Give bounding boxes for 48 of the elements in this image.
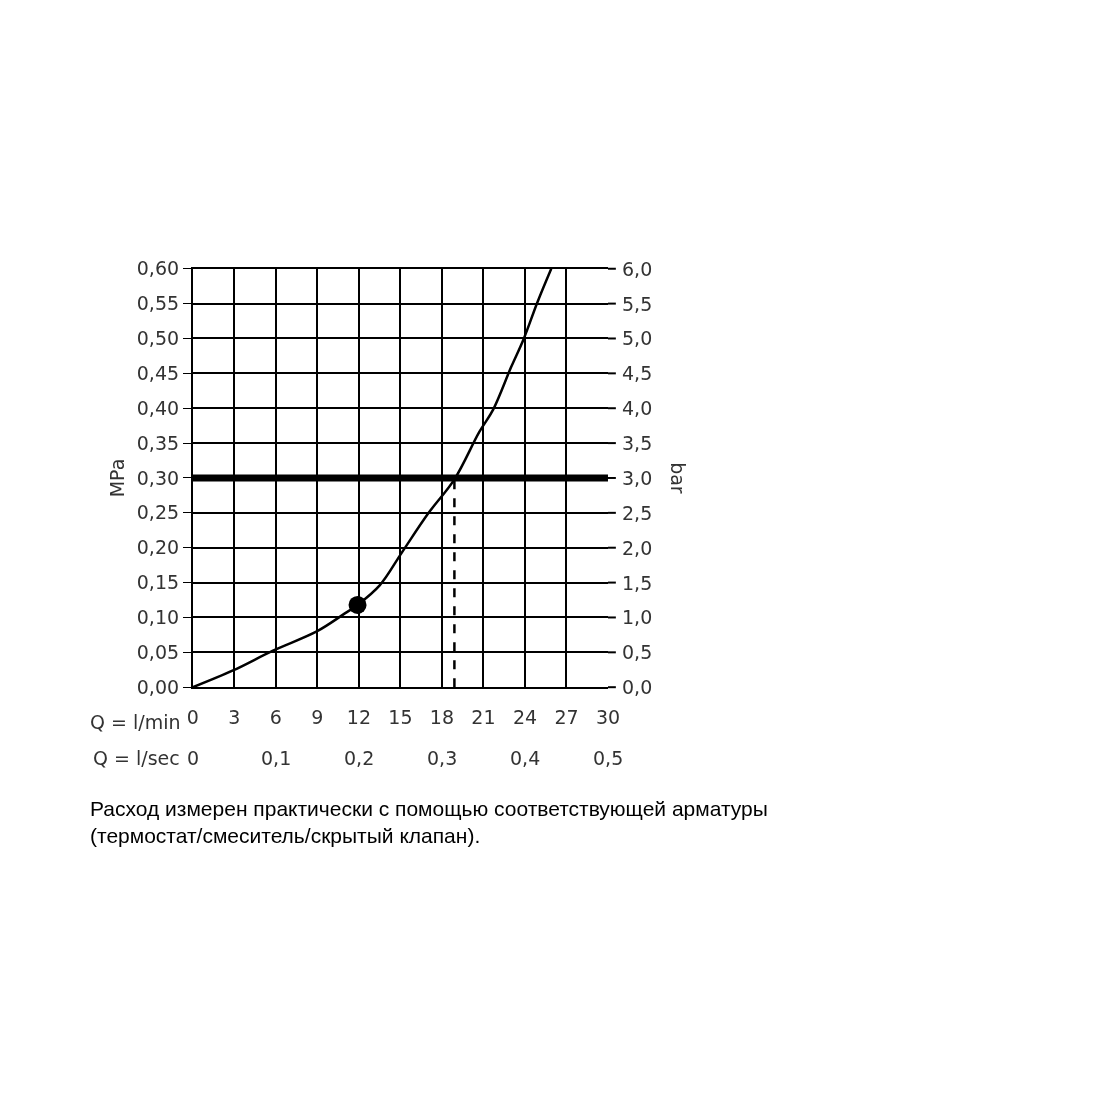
y2-tick-label: 4,0 <box>622 397 653 419</box>
y-tick-label: 0,05 <box>136 640 180 663</box>
x2-tick-label: 0,4 <box>510 747 541 769</box>
y2-tick-label: 6,0 <box>622 258 653 280</box>
x-tick-label: 30 <box>595 706 621 728</box>
y-tick-label: 0,15 <box>136 571 180 594</box>
y-tick-label: 0,60 <box>136 257 180 280</box>
x-tick-label: 27 <box>554 706 579 728</box>
x-tick-label: 15 <box>388 706 413 728</box>
y2-tick-label: 3,5 <box>622 432 653 454</box>
x2-tick-label: 0,1 <box>261 747 292 769</box>
y2-tick-label: 3,0 <box>622 467 653 489</box>
y-tick-label: 0,30 <box>136 466 180 489</box>
y-axis-title: MPa <box>106 458 129 498</box>
y-tick-label: 0,45 <box>136 362 180 385</box>
text: Расход измерен практически с помощью соответствующей арматуры (термостат/смеситель/скрытый клапан). <box>90 797 768 848</box>
x2-axis-title: Q = l/sec <box>93 747 180 769</box>
y2-tick-label: 5,5 <box>622 293 653 315</box>
x-tick-label: 21 <box>471 706 496 728</box>
x2-tick-label: 0,3 <box>427 747 458 769</box>
y2-tick-label: 0,5 <box>622 641 653 663</box>
x-tick-label: 18 <box>429 706 455 728</box>
y-tick-label: 0,35 <box>136 431 180 454</box>
x2-tick-label: 0,2 <box>344 747 375 769</box>
y-tick-label: 0,10 <box>136 606 180 629</box>
y-tick-label: 0,50 <box>136 327 180 350</box>
y2-tick-label: 0,0 <box>622 676 653 698</box>
y2-tick-label: 2,0 <box>622 537 653 559</box>
y2-tick-label: 1,5 <box>622 572 653 594</box>
x-tick-label: 6 <box>269 706 282 728</box>
y2-tick-label: 5,0 <box>622 327 653 349</box>
x-tick-label: 24 <box>512 706 538 728</box>
x2-tick-label: 0,5 <box>593 747 624 769</box>
y-tick-label: 0,20 <box>136 536 180 559</box>
y2-tick-label: 4,5 <box>622 362 653 384</box>
x-tick-label: 12 <box>346 706 372 728</box>
x-tick-label: 0 <box>186 706 199 728</box>
y-tick-label: 0,55 <box>136 292 180 315</box>
y-tick-label: 0,00 <box>136 675 180 698</box>
y-tick-label: 0,40 <box>136 396 180 419</box>
y2-tick-label: 2,5 <box>622 502 653 524</box>
x-tick-label: 9 <box>311 706 324 728</box>
x-axis-title: Q = l/min <box>90 711 181 733</box>
y2-tick-label: 1,0 <box>622 606 653 628</box>
x2-tick-label: 0 <box>187 747 200 769</box>
y2-axis-title: bar <box>666 462 689 494</box>
x-tick-label: 3 <box>228 706 241 728</box>
y-tick-label: 0,25 <box>136 501 180 524</box>
